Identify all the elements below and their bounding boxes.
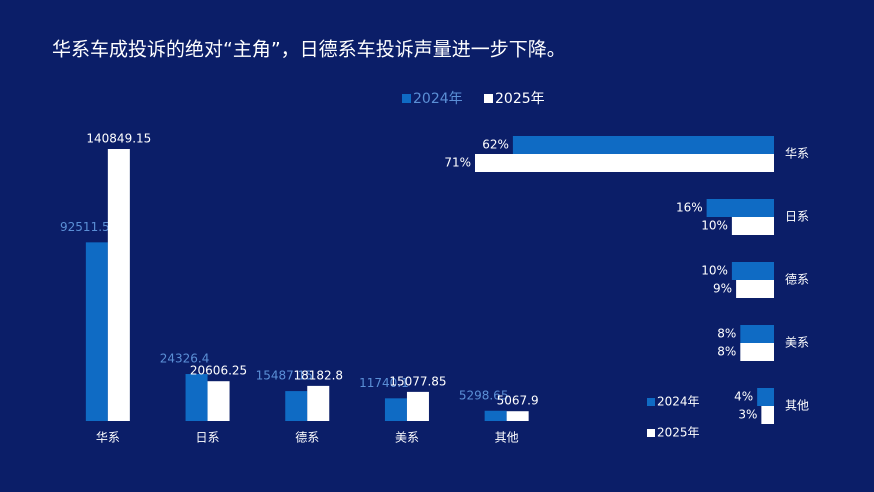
legend-swatch — [402, 94, 411, 103]
data-label: 62% — [482, 138, 509, 152]
data-label: 15487.15 — [256, 369, 313, 383]
bar — [475, 154, 774, 172]
legend-swatch — [647, 398, 655, 406]
legend-label: 2024年 — [657, 395, 700, 409]
legend-label: 2025年 — [657, 426, 700, 440]
bar — [761, 406, 774, 424]
bar — [484, 410, 507, 421]
data-label: 11740.1 — [359, 376, 409, 390]
bar — [107, 149, 130, 421]
data-label: 5067.9 — [497, 394, 539, 408]
bar — [85, 242, 108, 421]
data-label: 9% — [713, 282, 732, 296]
data-label: 16% — [676, 201, 703, 215]
data-label: 8% — [717, 327, 736, 341]
x-tick-label: 德系 — [295, 430, 319, 445]
bar — [757, 388, 774, 406]
bar — [731, 217, 774, 235]
x-tick-label: 日系 — [196, 431, 220, 445]
legend-swatch — [484, 94, 493, 103]
bar — [307, 385, 330, 421]
x-tick-label: 美系 — [395, 431, 419, 445]
bar — [706, 199, 774, 217]
bar — [740, 343, 774, 361]
y-tick-label: 美系 — [785, 336, 809, 350]
legend-label: 2024年 — [413, 91, 463, 107]
x-tick-label: 其他 — [495, 431, 519, 445]
bar — [207, 381, 230, 421]
data-label: 8% — [717, 345, 736, 359]
legend-label: 2025年 — [495, 91, 545, 107]
data-label: 20606.25 — [190, 364, 247, 378]
bar — [740, 325, 774, 343]
bar — [512, 136, 774, 154]
bar — [185, 374, 208, 421]
y-tick-label: 日系 — [785, 210, 809, 224]
bar — [736, 280, 774, 298]
slide-title: 华系车成投诉的绝对“主角”，日德系车投诉声量进一步下降。 — [52, 39, 566, 61]
y-tick-label: 华系 — [785, 147, 809, 161]
bar — [384, 398, 407, 421]
data-label: 24326.4 — [160, 352, 210, 366]
bar — [406, 391, 429, 421]
data-label: 15077.85 — [389, 374, 446, 388]
bar — [731, 262, 774, 280]
bar — [285, 391, 308, 421]
data-label: 92511.5 — [60, 220, 110, 234]
y-tick-label: 其他 — [785, 399, 809, 413]
data-label: 3% — [738, 408, 757, 422]
data-label: 4% — [734, 390, 753, 404]
data-label: 71% — [444, 156, 471, 170]
data-label: 140849.15 — [86, 132, 151, 146]
data-label: 18182.8 — [293, 368, 343, 382]
bar — [506, 411, 529, 421]
legend-swatch — [647, 429, 655, 437]
y-tick-label: 德系 — [785, 272, 809, 287]
data-label: 10% — [701, 264, 728, 278]
x-tick-label: 华系 — [96, 431, 120, 445]
data-label: 10% — [701, 219, 728, 233]
data-label: 5298.65 — [459, 388, 509, 402]
